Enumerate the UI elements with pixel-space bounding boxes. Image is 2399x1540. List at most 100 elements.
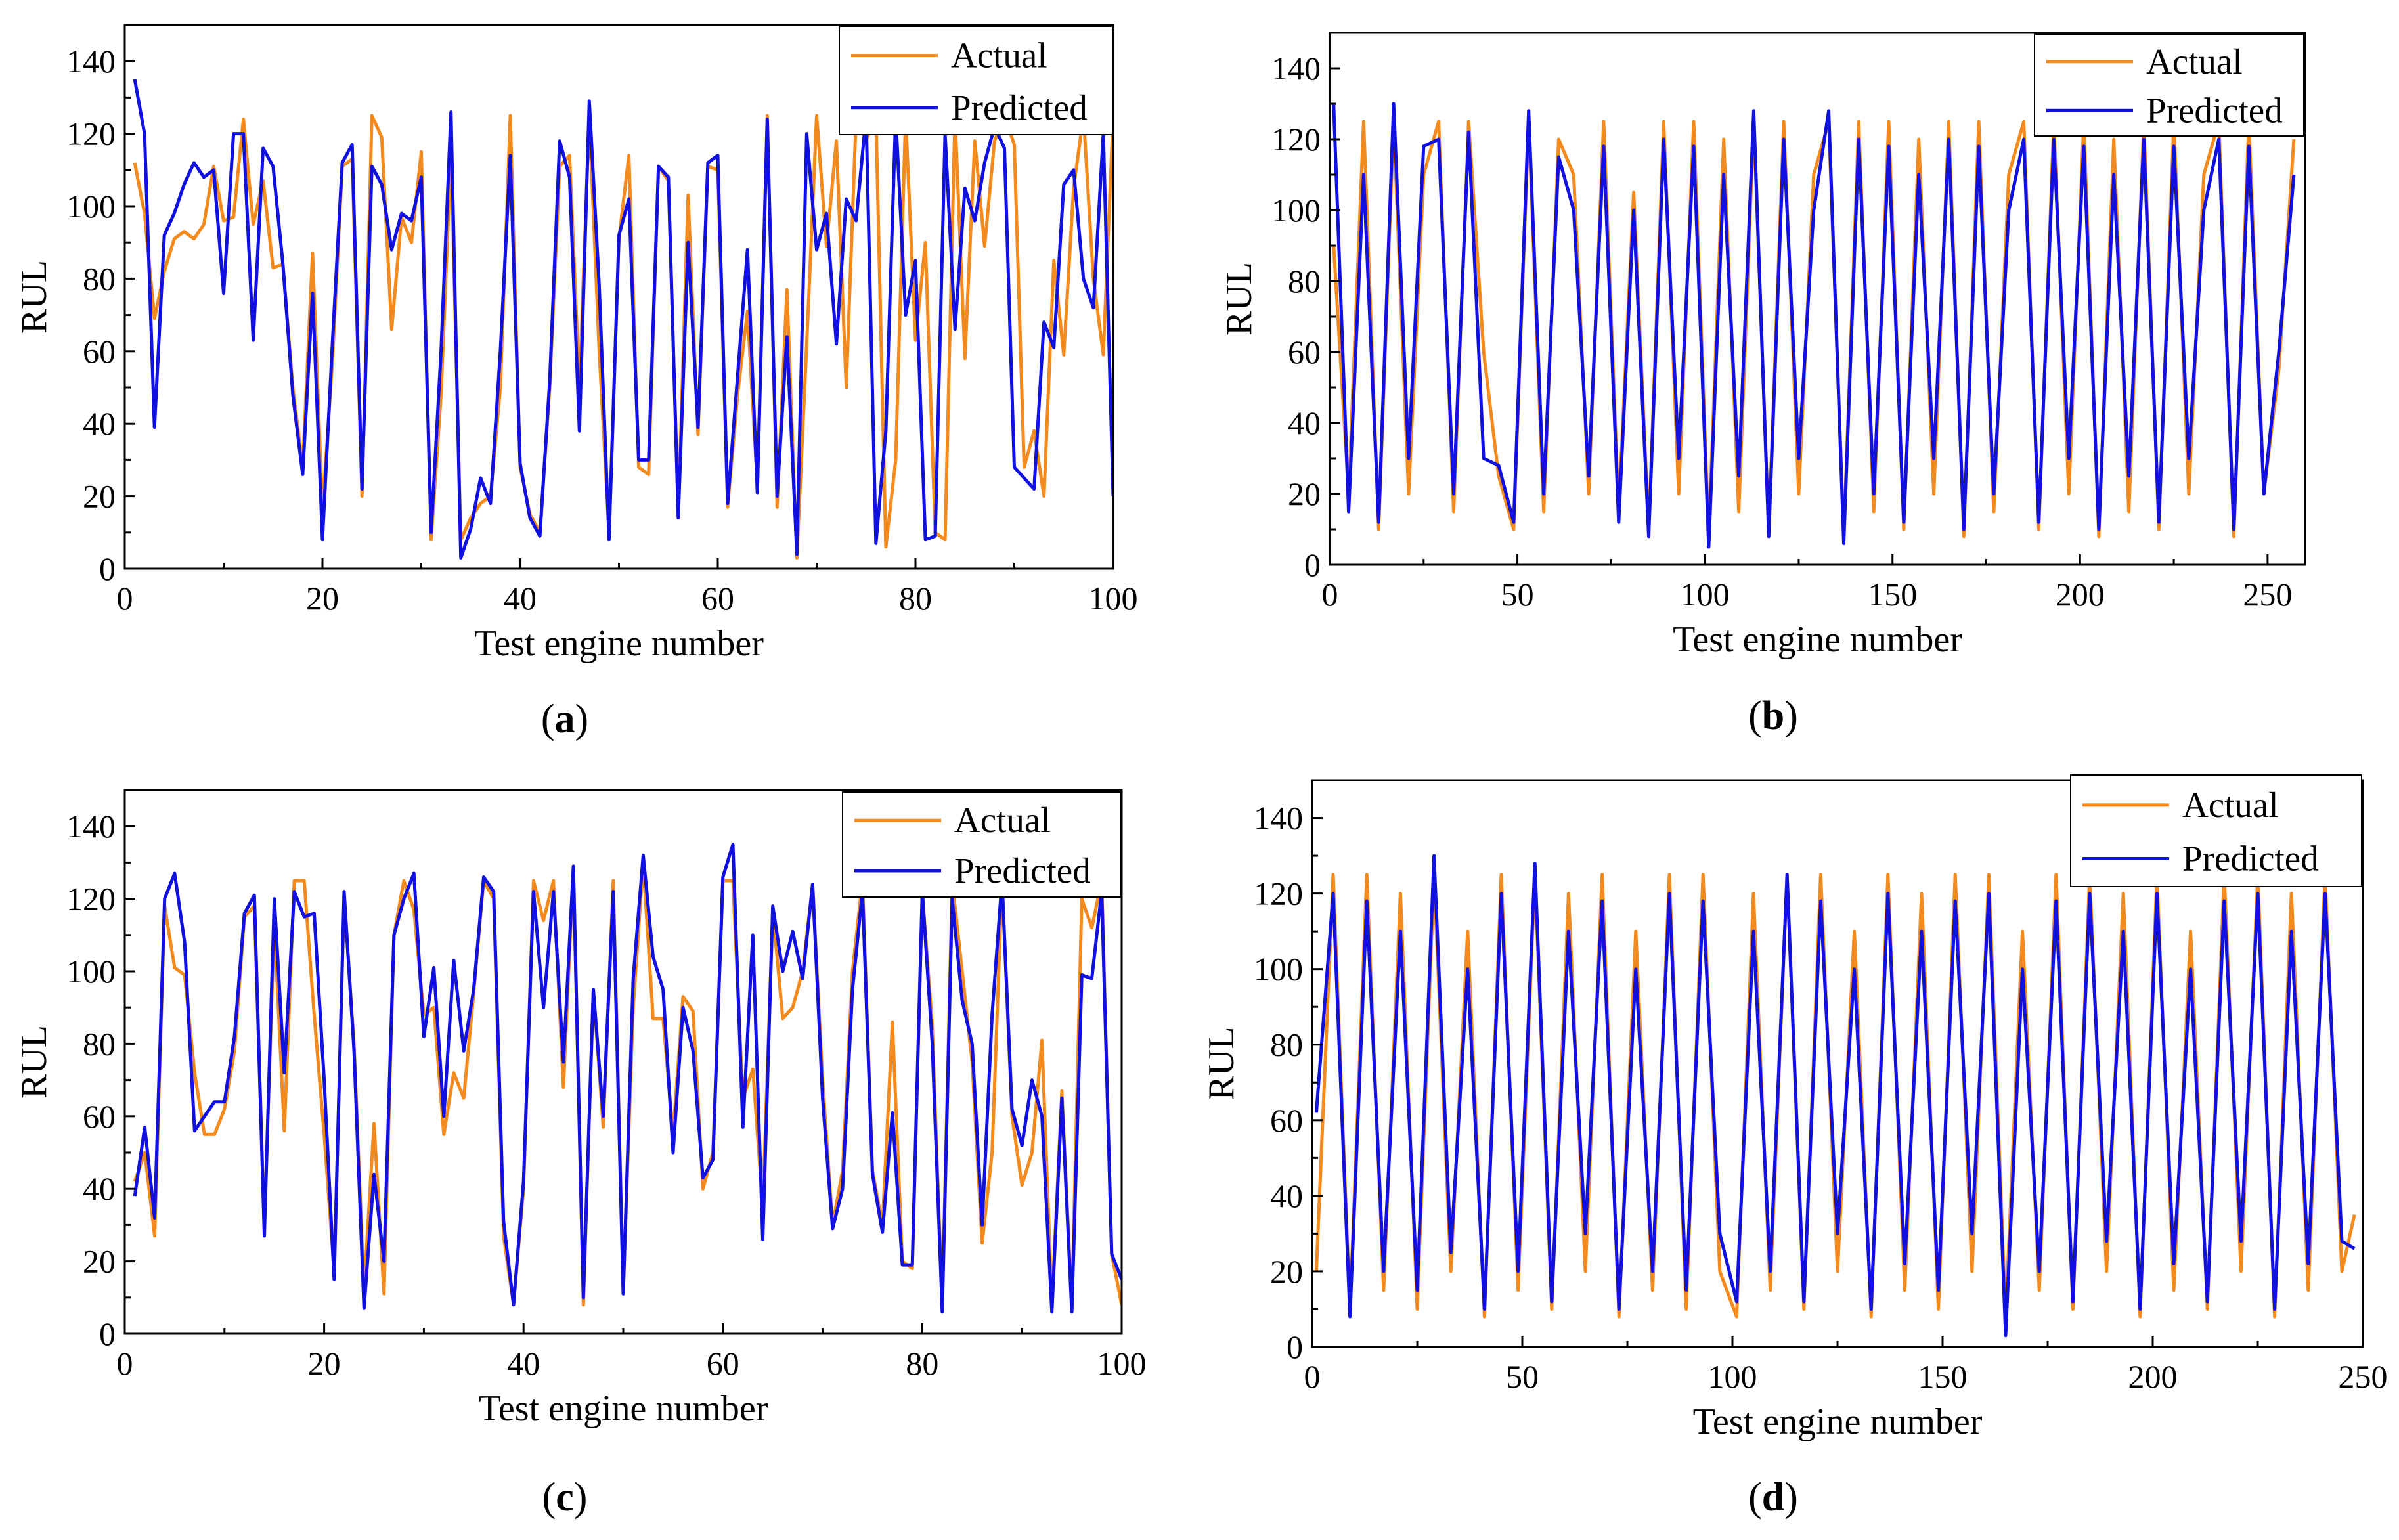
legend: Actual Predicted <box>2034 33 2304 137</box>
x-axis-title: Test engine number <box>479 1388 768 1429</box>
x-axis-title: Test engine number <box>474 623 764 664</box>
y-tick-label: 60 <box>1270 1102 1303 1139</box>
x-tick-label: 250 <box>2339 1358 2388 1395</box>
series-line-actual <box>1314 873 2356 1319</box>
legend-label-predicted: Predicted <box>2182 839 2319 879</box>
x-tick-label: 0 <box>117 580 133 617</box>
y-tick-label: 120 <box>1271 121 1321 158</box>
y-tick-label: 40 <box>83 405 116 442</box>
y-axis-title: RUL <box>1219 262 1260 336</box>
chart-panel-c: 0 20 40 60 80 100 0 20 40 60 80 100 120 140 Test engin… <box>14 789 1147 1520</box>
y-tick-label: 80 <box>1288 263 1321 299</box>
x-tick-label: 100 <box>1708 1358 1757 1395</box>
panel-label-letter: d <box>1762 1475 1784 1520</box>
legend-box <box>2070 774 2362 887</box>
x-tick-label: 20 <box>306 580 339 617</box>
x-tick-label: 60 <box>701 580 734 617</box>
x-tick-label: 0 <box>1304 1358 1321 1395</box>
x-tick-label: 50 <box>1506 1358 1539 1395</box>
y-tick-label: 40 <box>1270 1177 1303 1214</box>
y-tick-label: 140 <box>1271 50 1321 87</box>
legend-label-actual: Actual <box>951 35 1047 76</box>
panel-label: (a) <box>541 697 588 741</box>
x-tick-label: 150 <box>1868 576 1917 613</box>
legend: Actual Predicted <box>842 791 1122 898</box>
y-tick-label: 60 <box>83 1098 116 1135</box>
plot-frame <box>1329 32 2306 566</box>
legend-label-actual: Actual <box>954 800 1051 840</box>
y-tick-label: 80 <box>83 1025 116 1062</box>
y-tick-label: 120 <box>1254 875 1303 912</box>
y-axis-title: RUL <box>14 260 55 334</box>
panel-label: (d) <box>1748 1475 1798 1520</box>
series-line-predicted <box>1332 102 2296 549</box>
x-tick-label: 40 <box>504 580 537 617</box>
y-tick-label: 40 <box>1288 405 1321 441</box>
series-line-predicted <box>1314 854 2356 1338</box>
x-tick-label: 80 <box>899 580 932 617</box>
legend: Actual Predicted <box>839 26 1113 135</box>
panel-label: (b) <box>1748 693 1798 738</box>
x-tick-label: 60 <box>707 1345 739 1382</box>
y-tick-label: 100 <box>66 953 116 990</box>
legend-label-predicted: Predicted <box>954 850 1091 891</box>
y-tick-label: 20 <box>1270 1253 1303 1290</box>
y-tick-label: 140 <box>1254 800 1303 837</box>
y-tick-label: 100 <box>66 188 116 225</box>
y-tick-label: 120 <box>66 116 116 152</box>
series-line-actual <box>133 114 1113 560</box>
y-tick-label: 0 <box>99 1315 116 1352</box>
x-tick-label: 200 <box>2056 576 2105 613</box>
chart-panel-a: 0 20 40 60 80 100 0 20 40 60 80 100 120 140 Test engin… <box>14 24 1138 741</box>
y-tick-label: 80 <box>83 260 116 297</box>
x-tick-label: 0 <box>117 1345 133 1382</box>
x-axis-title: Test engine number <box>1673 619 1962 660</box>
panel-label-letter: b <box>1762 693 1784 738</box>
y-tick-label: 60 <box>1288 334 1321 370</box>
x-tick-label: 100 <box>1681 576 1730 613</box>
y-tick-label: 140 <box>66 808 116 845</box>
y-tick-label: 0 <box>1304 546 1321 583</box>
y-tick-label: 20 <box>83 478 116 515</box>
chart-panel-d: 0 50 100 150 200 250 0 20 40 60 80 100 120 140 Test en… <box>1201 774 2388 1520</box>
series-line-predicted <box>133 843 1122 1314</box>
legend-label-actual: Actual <box>2182 785 2279 825</box>
x-tick-label: 100 <box>1097 1345 1147 1382</box>
legend: Actual Predicted <box>2070 774 2362 887</box>
y-tick-label: 100 <box>1254 951 1303 988</box>
y-tick-label: 0 <box>99 550 116 587</box>
legend-box <box>839 26 1113 135</box>
y-axis-title: RUL <box>1201 1027 1242 1101</box>
y-tick-label: 80 <box>1270 1026 1303 1063</box>
x-tick-label: 250 <box>2243 576 2292 613</box>
legend-box <box>842 791 1122 898</box>
legend-label-actual: Actual <box>2146 41 2243 81</box>
x-tick-label: 50 <box>1501 576 1534 613</box>
y-tick-label: 40 <box>83 1170 116 1207</box>
legend-box <box>2034 33 2304 137</box>
x-axis-title: Test engine number <box>1693 1401 1983 1442</box>
x-tick-label: 40 <box>507 1345 540 1382</box>
y-tick-label: 20 <box>83 1243 116 1280</box>
panel-label-letter: c <box>556 1475 574 1520</box>
chart-panel-b: 0 50 100 150 200 250 0 20 40 60 80 100 120 140 Test en… <box>1219 32 2306 738</box>
x-tick-label: 0 <box>1322 576 1338 613</box>
panel-label: (c) <box>542 1475 588 1520</box>
x-tick-label: 80 <box>906 1345 938 1382</box>
panel-label-letter: a <box>555 697 575 741</box>
y-tick-label: 0 <box>1287 1329 1303 1365</box>
x-tick-label: 200 <box>2128 1358 2178 1395</box>
x-tick-label: 150 <box>1918 1358 1968 1395</box>
series-line-predicted <box>133 79 1113 560</box>
y-tick-label: 120 <box>66 881 116 917</box>
legend-label-predicted: Predicted <box>2146 90 2283 130</box>
x-tick-label: 100 <box>1089 580 1138 617</box>
x-tick-label: 20 <box>308 1345 341 1382</box>
y-tick-label: 20 <box>1288 475 1321 512</box>
y-tick-label: 60 <box>83 333 116 370</box>
y-axis-title: RUL <box>14 1025 55 1099</box>
y-tick-label: 140 <box>66 43 116 79</box>
legend-label-predicted: Predicted <box>951 87 1088 127</box>
y-tick-label: 100 <box>1271 192 1321 229</box>
